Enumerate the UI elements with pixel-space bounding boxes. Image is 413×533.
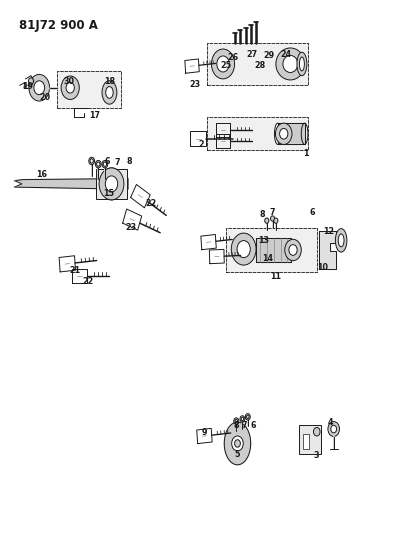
Text: 26: 26	[227, 53, 238, 62]
Circle shape	[217, 56, 229, 72]
Text: 25: 25	[220, 61, 231, 69]
Text: 2: 2	[199, 141, 204, 149]
Text: 8: 8	[259, 210, 265, 219]
Text: 3: 3	[313, 451, 319, 460]
Bar	[303, 434, 309, 449]
Text: 8: 8	[233, 421, 239, 430]
Text: 14: 14	[262, 254, 273, 263]
Text: 27: 27	[247, 50, 257, 59]
Text: 21: 21	[70, 266, 81, 275]
Text: 7: 7	[242, 421, 247, 430]
Text: 22: 22	[82, 278, 93, 286]
Circle shape	[89, 157, 95, 165]
Circle shape	[61, 76, 79, 100]
Circle shape	[105, 176, 118, 192]
Circle shape	[271, 216, 275, 221]
Polygon shape	[206, 117, 308, 150]
Bar	[299, 425, 321, 454]
Circle shape	[99, 168, 124, 200]
Ellipse shape	[276, 48, 305, 80]
Polygon shape	[14, 181, 21, 187]
Circle shape	[331, 425, 337, 433]
Text: 18: 18	[104, 77, 115, 85]
Polygon shape	[319, 231, 336, 269]
Circle shape	[235, 440, 240, 447]
Text: 10: 10	[318, 263, 328, 272]
Circle shape	[103, 162, 107, 166]
Text: 17: 17	[89, 111, 100, 119]
Text: 1: 1	[303, 149, 309, 158]
Circle shape	[328, 422, 339, 437]
Text: 6: 6	[309, 208, 315, 216]
Circle shape	[95, 160, 101, 168]
Polygon shape	[206, 43, 308, 85]
Text: 22: 22	[145, 199, 157, 208]
Circle shape	[275, 123, 292, 144]
Circle shape	[231, 233, 256, 265]
Circle shape	[234, 418, 239, 424]
Text: 29: 29	[263, 51, 274, 60]
Ellipse shape	[297, 52, 307, 76]
Circle shape	[97, 162, 100, 166]
Text: 16: 16	[37, 171, 47, 179]
Polygon shape	[57, 71, 121, 108]
Circle shape	[66, 83, 74, 93]
Circle shape	[99, 168, 124, 200]
Ellipse shape	[283, 55, 298, 72]
Text: 28: 28	[254, 61, 266, 69]
Text: 4: 4	[328, 418, 333, 426]
Text: 23: 23	[190, 80, 200, 88]
Polygon shape	[224, 422, 251, 465]
Circle shape	[237, 240, 250, 257]
Text: 7: 7	[115, 158, 121, 167]
Ellipse shape	[338, 234, 344, 247]
Circle shape	[241, 417, 244, 421]
Text: 11: 11	[271, 272, 281, 280]
Text: 24: 24	[280, 50, 291, 59]
Text: 9: 9	[202, 429, 207, 437]
Circle shape	[235, 419, 237, 423]
Ellipse shape	[106, 86, 113, 98]
Ellipse shape	[335, 229, 347, 252]
Text: 8: 8	[126, 157, 132, 166]
Polygon shape	[256, 238, 292, 262]
Circle shape	[274, 218, 278, 223]
Circle shape	[245, 414, 250, 420]
Circle shape	[211, 49, 235, 79]
Circle shape	[247, 415, 249, 418]
Circle shape	[28, 78, 33, 84]
Circle shape	[90, 159, 93, 163]
Text: 12: 12	[323, 228, 334, 236]
Text: 6: 6	[250, 421, 256, 430]
Ellipse shape	[299, 57, 304, 71]
Text: 20: 20	[39, 93, 50, 101]
Text: 19: 19	[23, 82, 33, 91]
Text: 81J72 900 A: 81J72 900 A	[19, 19, 97, 31]
Text: 5: 5	[235, 450, 240, 458]
Text: 23: 23	[126, 223, 137, 232]
Polygon shape	[226, 228, 317, 272]
Bar	[96, 169, 127, 199]
Circle shape	[102, 160, 108, 168]
Circle shape	[105, 176, 118, 192]
Circle shape	[313, 427, 320, 436]
Ellipse shape	[102, 80, 117, 104]
Circle shape	[289, 245, 297, 255]
Text: 30: 30	[64, 77, 75, 85]
Circle shape	[34, 81, 45, 95]
Polygon shape	[14, 179, 128, 189]
Circle shape	[265, 218, 269, 223]
Text: 6: 6	[104, 157, 110, 166]
Text: 13: 13	[258, 237, 269, 245]
Circle shape	[240, 416, 245, 422]
Circle shape	[232, 436, 243, 451]
Circle shape	[285, 239, 301, 261]
Polygon shape	[278, 123, 304, 144]
Text: 7: 7	[270, 208, 275, 216]
Circle shape	[280, 128, 288, 139]
Text: 15: 15	[103, 189, 114, 198]
Circle shape	[29, 75, 50, 101]
